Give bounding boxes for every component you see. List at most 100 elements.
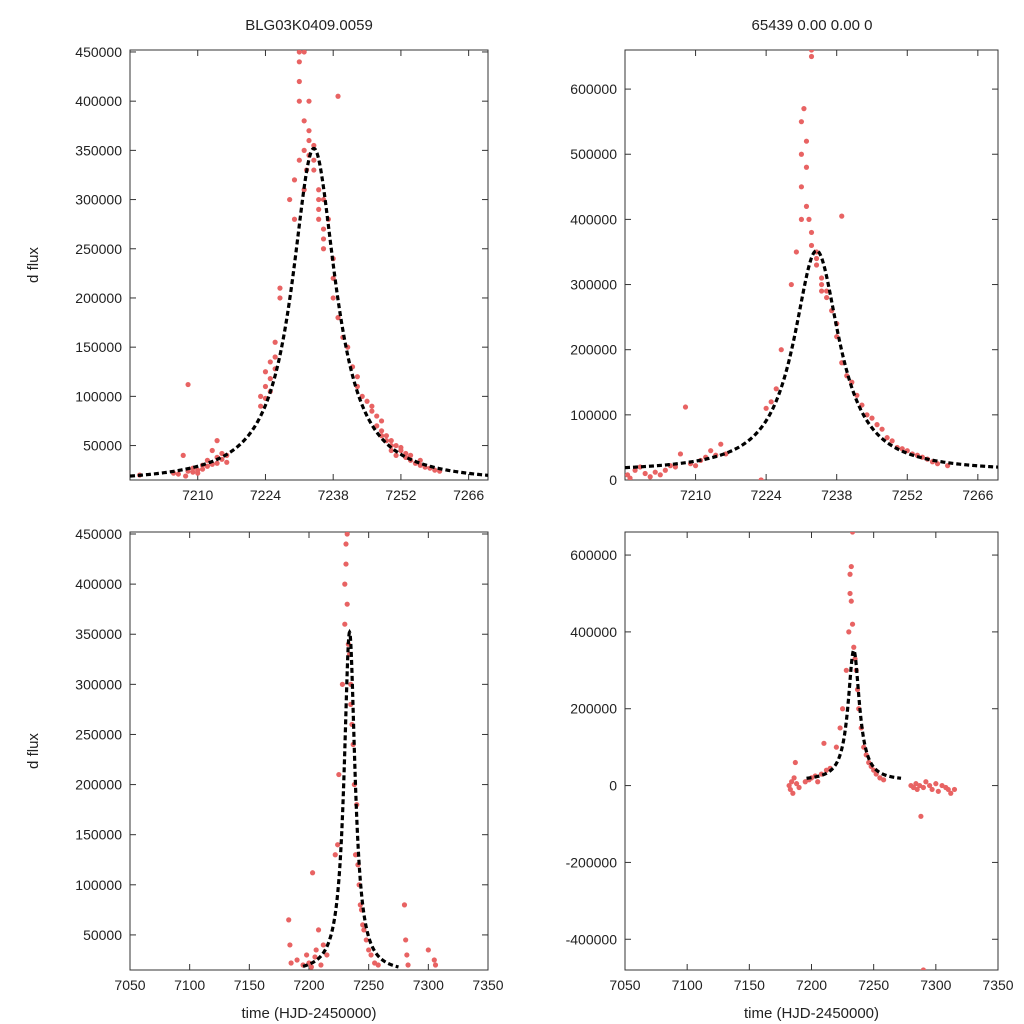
data-point	[627, 475, 633, 480]
panel-top-left: 7210 7224 7238 7252 7266 50000 100000 150000 200…	[25, 44, 489, 503]
model-fit-curve	[302, 628, 399, 969]
data-point	[803, 203, 810, 209]
data-point	[378, 428, 385, 434]
data-point	[847, 590, 853, 597]
y-tick-label: 350000	[75, 142, 122, 158]
data-point	[677, 451, 684, 457]
plot-frame	[624, 531, 999, 971]
x-axis-label: time (HJD-2450000)	[744, 1005, 879, 1022]
data-point	[824, 294, 830, 301]
data-point	[763, 405, 769, 411]
data-point	[286, 917, 292, 923]
data-point	[296, 98, 302, 104]
data-point	[296, 50, 302, 55]
data-point	[308, 964, 314, 970]
x-tick-label: 7350	[472, 977, 503, 993]
data-point	[288, 960, 294, 966]
data-point	[847, 571, 853, 577]
data-point	[879, 426, 885, 432]
data-point	[846, 629, 852, 635]
x-tick-label: 7250	[858, 977, 889, 993]
data-point	[301, 50, 307, 55]
fit-curve-group	[625, 249, 998, 470]
data-point	[195, 470, 201, 476]
data-point	[403, 937, 409, 943]
data-point	[309, 870, 316, 876]
data-point	[874, 422, 880, 428]
y-axis-label: d flux	[25, 247, 42, 283]
panel-top-right: 7210 7224 7238 7252 7266 0 100000 200000 300000 4…	[570, 49, 999, 503]
data-point	[789, 779, 795, 785]
y-tick-label: 250000	[75, 241, 122, 257]
data-point	[808, 229, 815, 236]
y-tick-label: 100000	[75, 877, 122, 893]
x-tick-label: 7238	[821, 487, 852, 503]
data-point	[945, 786, 951, 793]
data-point	[224, 459, 230, 465]
data-point	[291, 177, 298, 183]
data-point	[923, 779, 929, 785]
data-point	[330, 295, 336, 301]
data-point	[813, 262, 820, 268]
data-point	[287, 942, 293, 948]
data-point	[837, 725, 843, 731]
data-point	[788, 281, 794, 288]
data-point	[778, 347, 784, 353]
data-point	[301, 118, 307, 124]
data-point	[363, 937, 369, 943]
data-point	[884, 435, 890, 441]
data-points	[625, 50, 951, 480]
x-tick-label: 7252	[892, 487, 923, 503]
data-point	[375, 962, 381, 968]
data-point	[417, 462, 423, 468]
x-tick-label: 7300	[920, 977, 951, 993]
data-point	[304, 952, 310, 958]
data-point	[272, 354, 278, 360]
data-point	[662, 467, 668, 473]
data-point	[306, 960, 312, 966]
data-point	[311, 142, 317, 149]
data-point	[848, 563, 854, 570]
y-tick-label: 400000	[570, 624, 617, 640]
data-point	[277, 295, 283, 301]
y-tick-label: 100000	[75, 388, 122, 404]
y-tick-label: 400000	[75, 93, 122, 109]
data-point	[393, 442, 399, 449]
data-point	[398, 444, 404, 451]
x-tick-label: 7238	[318, 487, 349, 503]
data-point	[849, 532, 856, 535]
data-point	[315, 927, 322, 933]
x-tick-label: 7050	[114, 977, 145, 993]
data-point	[889, 438, 895, 444]
data-point	[818, 288, 825, 294]
data-point	[869, 415, 875, 421]
data-point	[339, 681, 346, 687]
data-point	[324, 952, 330, 958]
y-tick-label: 400000	[570, 211, 617, 227]
data-point	[316, 187, 322, 193]
y-tick-label: 150000	[75, 339, 122, 355]
data-point	[808, 50, 815, 53]
data-point	[364, 398, 370, 404]
data-point	[344, 601, 350, 607]
x-tick-label: 7350	[982, 977, 1013, 993]
data-point	[272, 339, 278, 345]
x-tick-label: 7150	[734, 977, 765, 993]
model-fit-curve	[130, 146, 488, 478]
x-tick-label: 7210	[182, 487, 213, 503]
y-tick-label: 350000	[75, 626, 122, 642]
data-point	[790, 790, 796, 796]
plot-frame	[129, 49, 489, 481]
x-tick-label: 7200	[796, 977, 827, 993]
data-point	[316, 196, 322, 203]
data-points	[786, 532, 958, 970]
data-point	[718, 441, 724, 447]
data-point	[258, 393, 264, 399]
data-point	[190, 469, 196, 475]
data-point	[311, 157, 317, 163]
data-point	[335, 93, 341, 99]
y-tick-label: 400000	[75, 576, 122, 592]
y-tick-label: 300000	[75, 676, 122, 692]
data-point	[682, 404, 689, 410]
data-point	[647, 474, 653, 480]
